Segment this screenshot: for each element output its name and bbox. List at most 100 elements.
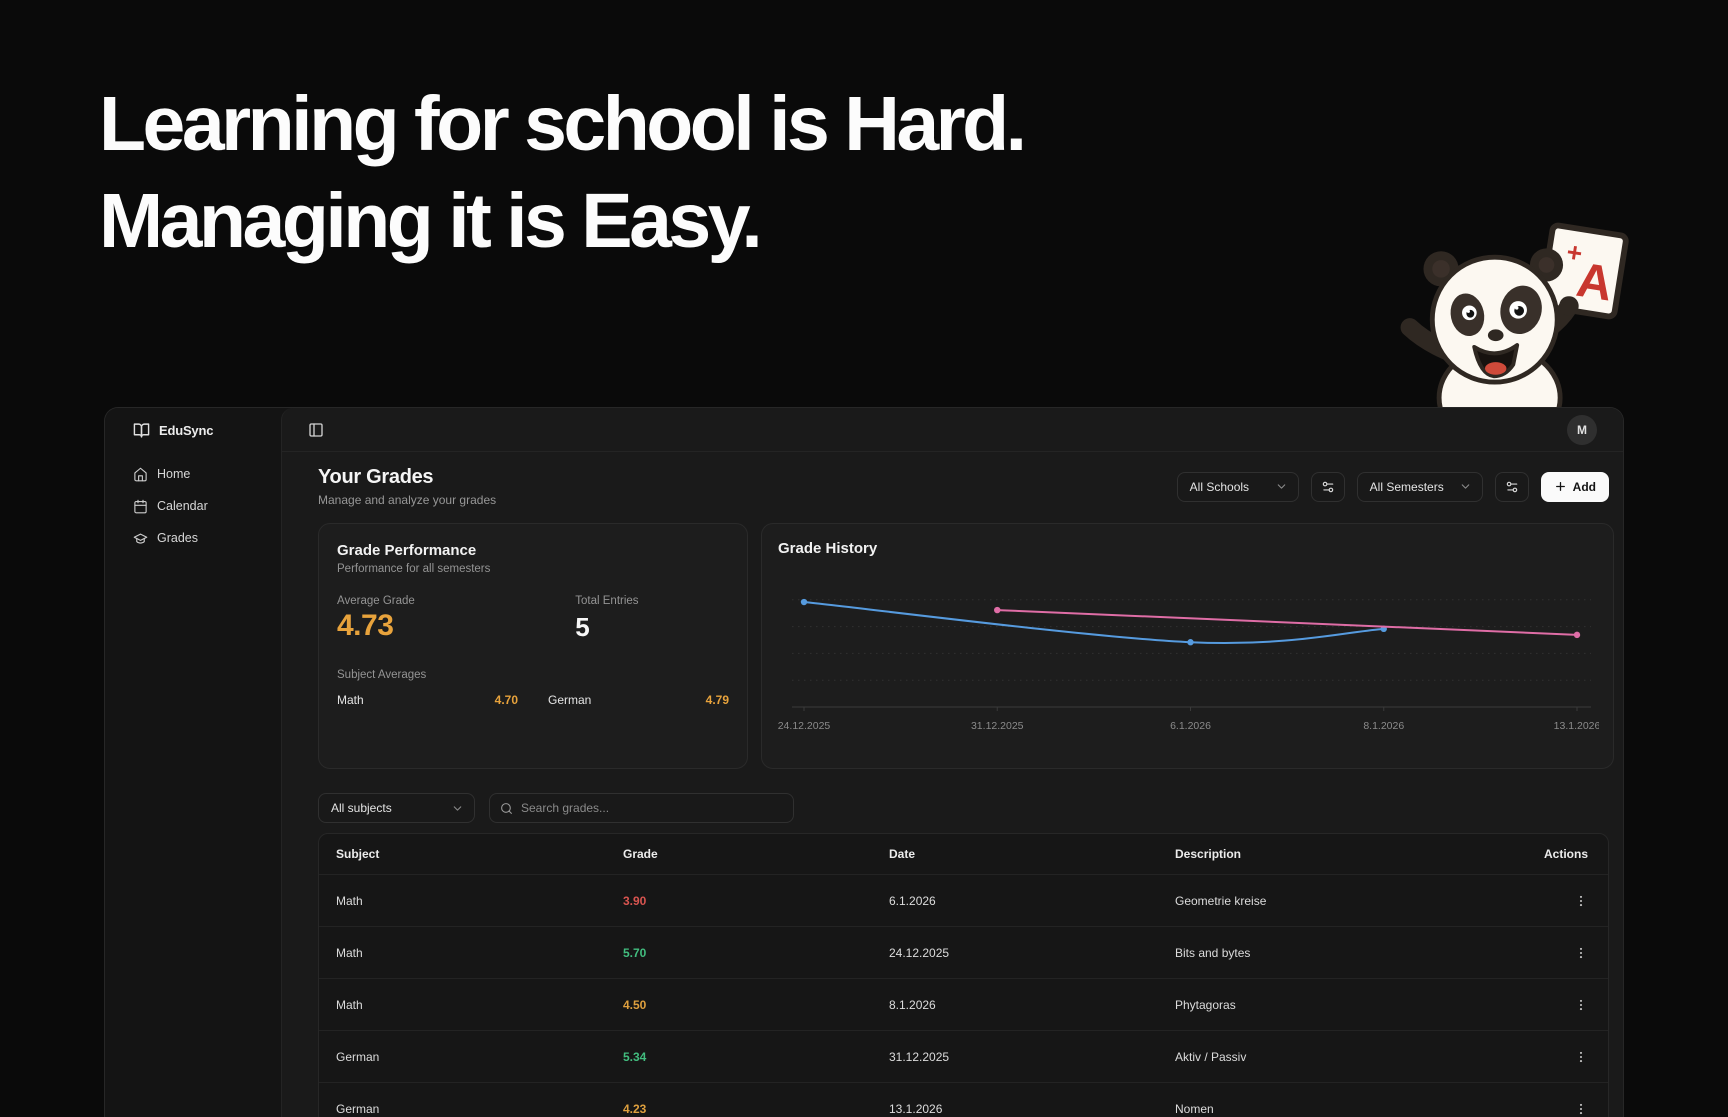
topbar: M — [282, 408, 1623, 452]
search-box — [489, 793, 794, 823]
history-card-title: Grade History — [778, 540, 878, 557]
add-grade-button[interactable]: Add — [1540, 471, 1609, 502]
row-grade: 5.34 — [623, 1049, 647, 1064]
row-actions-cell — [1488, 946, 1608, 960]
sidebar-toggle-button[interactable] — [302, 416, 330, 444]
column-header-subject: Subject — [336, 847, 380, 861]
subject-average-row: German 4.79 — [548, 693, 729, 707]
vertical-ellipsis-icon — [1579, 895, 1583, 906]
column-header-actions: Actions — [1543, 847, 1588, 861]
total-entries-stat: Total Entries 5 — [575, 595, 729, 643]
main-panel: M Your Grades Manage and analyze your gr… — [281, 408, 1623, 1117]
page-title: Your Grades — [318, 466, 434, 488]
grades-table-body: Math 3.90 6.1.2026 Geometrie kreise Math 5.70… — [319, 874, 1608, 1117]
svg-text:6.1.2026: 6.1.2026 — [1170, 720, 1211, 732]
subject-filter-value: All subjects — [331, 801, 392, 815]
page-content: Your Grades Manage and analyze your grad… — [282, 452, 1623, 1117]
sidebar-item-grades[interactable]: Grades — [105, 524, 281, 552]
row-date: 13.1.2026 — [889, 1101, 943, 1116]
user-avatar[interactable]: M — [1567, 414, 1597, 445]
performance-card-subtitle: Performance for all semesters — [337, 563, 491, 575]
panel-left-icon — [309, 422, 323, 437]
semester-filter-value: All Semesters — [1369, 479, 1444, 494]
svg-text:8.1.2026: 8.1.2026 — [1363, 720, 1404, 732]
vertical-ellipsis-icon — [1579, 1051, 1583, 1062]
grade-card-graphic: + A — [1538, 222, 1629, 320]
app-window: EduSync Home Calendar Grades M Your Grades… — [104, 407, 1624, 1117]
row-subject: German — [336, 1049, 380, 1064]
subject-averages-list: Math 4.70 German 4.79 — [337, 693, 729, 707]
svg-text:13.1.2026: 13.1.2026 — [1554, 720, 1599, 732]
row-subject: German — [336, 1101, 380, 1116]
column-header-grade: Grade — [623, 847, 658, 861]
semester-filter-select[interactable]: All Semesters — [1356, 471, 1483, 502]
sidebar-brand[interactable]: EduSync — [105, 408, 281, 452]
book-open-icon — [133, 422, 150, 438]
table-filter-row: All subjects — [318, 793, 1609, 823]
page-subtitle: Manage and analyze your grades — [318, 493, 497, 507]
vertical-ellipsis-icon — [1579, 999, 1583, 1010]
grade-table-row: German 5.34 31.12.2025 Aktiv / Passiv — [319, 1030, 1608, 1082]
subject-average-name: German — [548, 693, 592, 707]
grade-table-row: Math 4.50 8.1.2026 Phytagoras — [319, 978, 1608, 1030]
column-header-date: Date — [889, 847, 916, 861]
row-actions-button[interactable] — [1574, 946, 1588, 960]
row-actions-button[interactable] — [1574, 1102, 1588, 1116]
plus-icon — [1555, 482, 1565, 491]
row-description: Phytagoras — [1175, 997, 1236, 1012]
row-actions-cell — [1488, 1102, 1608, 1116]
sidebar-item-label: Calendar — [157, 499, 208, 513]
row-actions-button[interactable] — [1574, 894, 1588, 908]
row-description: Geometrie kreise — [1175, 893, 1267, 908]
panda-mascot-svg: + A — [1400, 222, 1629, 451]
row-date: 24.12.2025 — [889, 945, 950, 960]
semester-settings-button[interactable] — [1494, 471, 1529, 502]
subject-averages-label: Subject Averages — [337, 669, 427, 681]
column-header-description: Description — [1175, 847, 1242, 861]
row-actions-button[interactable] — [1574, 1050, 1588, 1064]
row-subject: Math — [336, 893, 363, 908]
hero-headline-line1: Learning for school is Hard. — [99, 81, 1027, 167]
school-settings-button[interactable] — [1310, 471, 1345, 502]
row-actions-button[interactable] — [1574, 998, 1588, 1012]
panda-mascot-illustration: + A — [1372, 222, 1637, 451]
graduation-cap-icon — [133, 533, 148, 544]
row-description: Aktiv / Passiv — [1175, 1049, 1247, 1064]
average-grade-label: Average Grade — [337, 595, 415, 607]
subject-average-value: 4.70 — [494, 693, 518, 707]
chevron-down-icon — [453, 805, 462, 811]
row-date: 31.12.2025 — [889, 1049, 950, 1064]
grade-table-row: German 4.23 13.1.2026 Nomen — [319, 1082, 1608, 1117]
home-icon — [134, 467, 147, 481]
grade-history-card: Grade History 24.12.2025 31.12.2025 6.1.20… — [761, 523, 1614, 769]
performance-card-title: Grade Performance — [337, 542, 477, 559]
row-subject: Math — [336, 945, 363, 960]
total-entries-value: 5 — [575, 612, 590, 642]
average-grade-stat: Average Grade 4.73 — [337, 595, 575, 643]
row-subject: Math — [336, 997, 363, 1012]
subject-average-name: Math — [337, 693, 364, 707]
sidebar-item-home[interactable]: Home — [105, 460, 281, 488]
school-filter-select[interactable]: All Schools — [1176, 471, 1299, 502]
row-actions-cell — [1488, 998, 1608, 1012]
row-grade: 4.23 — [623, 1101, 647, 1116]
page-header-text: Your Grades Manage and analyze your grad… — [318, 466, 496, 507]
search-grades-input[interactable] — [521, 801, 783, 815]
vertical-ellipsis-icon — [1579, 1103, 1583, 1114]
sidebar-item-label: Home — [157, 467, 191, 481]
row-date: 8.1.2026 — [889, 997, 936, 1012]
calendar-icon — [134, 499, 147, 513]
subject-filter-select[interactable]: All subjects — [318, 793, 475, 823]
sidebar-item-calendar[interactable]: Calendar — [105, 492, 281, 520]
sidebar: EduSync Home Calendar Grades — [105, 408, 281, 1117]
row-description: Nomen — [1175, 1101, 1214, 1116]
row-description: Bits and bytes — [1175, 945, 1251, 960]
row-date: 6.1.2026 — [889, 893, 936, 908]
grade-table-row: Math 3.90 6.1.2026 Geometrie kreise — [319, 874, 1608, 926]
search-icon — [501, 802, 512, 814]
chevron-down-icon — [1277, 484, 1285, 489]
brand-name: EduSync — [159, 422, 214, 438]
row-actions-cell — [1488, 1050, 1608, 1064]
vertical-ellipsis-icon — [1579, 947, 1583, 958]
